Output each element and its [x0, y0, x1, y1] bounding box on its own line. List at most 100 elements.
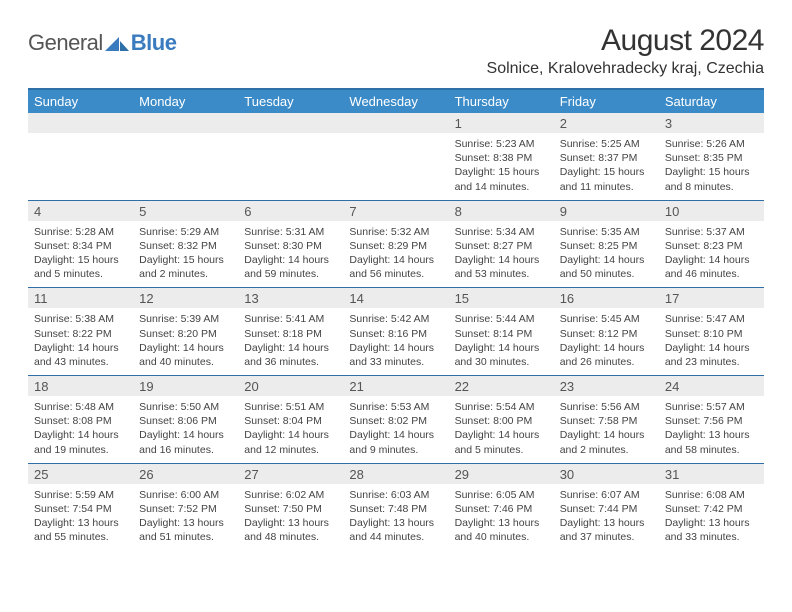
- day-cell: 2Sunrise: 5:25 AMSunset: 8:37 PMDaylight…: [554, 113, 659, 200]
- day-detail-line: and 16 minutes.: [139, 443, 232, 457]
- month-title: August 2024: [487, 24, 764, 58]
- day-details: Sunrise: 5:25 AMSunset: 8:37 PMDaylight:…: [554, 133, 659, 200]
- day-details: Sunrise: 5:59 AMSunset: 7:54 PMDaylight:…: [28, 484, 133, 551]
- day-detail-line: Daylight: 14 hours: [139, 428, 232, 442]
- day-detail-line: and 56 minutes.: [349, 267, 442, 281]
- day-detail-line: Daylight: 13 hours: [665, 516, 758, 530]
- day-cell: 28Sunrise: 6:03 AMSunset: 7:48 PMDayligh…: [343, 463, 448, 550]
- day-detail-line: Sunset: 8:34 PM: [34, 239, 127, 253]
- day-detail-line: Sunrise: 5:37 AM: [665, 225, 758, 239]
- day-detail-line: and 59 minutes.: [244, 267, 337, 281]
- day-details: Sunrise: 5:23 AMSunset: 8:38 PMDaylight:…: [449, 133, 554, 200]
- day-detail-line: Daylight: 14 hours: [349, 428, 442, 442]
- day-details: Sunrise: 5:53 AMSunset: 8:02 PMDaylight:…: [343, 396, 448, 463]
- day-detail-line: Daylight: 13 hours: [665, 428, 758, 442]
- header: General Blue August 2024 Solnice, Kralov…: [28, 24, 764, 78]
- day-detail-line: and 2 minutes.: [560, 443, 653, 457]
- day-cell: 19Sunrise: 5:50 AMSunset: 8:06 PMDayligh…: [133, 376, 238, 464]
- day-detail-line: and 40 minutes.: [455, 530, 548, 544]
- day-detail-line: Sunset: 8:16 PM: [349, 327, 442, 341]
- day-cell: 23Sunrise: 5:56 AMSunset: 7:58 PMDayligh…: [554, 376, 659, 464]
- day-detail-line: and 48 minutes.: [244, 530, 337, 544]
- day-details: Sunrise: 5:38 AMSunset: 8:22 PMDaylight:…: [28, 308, 133, 375]
- day-number: 14: [343, 288, 448, 308]
- day-details: [28, 133, 133, 193]
- day-number: 11: [28, 288, 133, 308]
- day-detail-line: Daylight: 15 hours: [455, 165, 548, 179]
- day-cell: 10Sunrise: 5:37 AMSunset: 8:23 PMDayligh…: [659, 200, 764, 288]
- day-detail-line: Sunset: 8:32 PM: [139, 239, 232, 253]
- day-detail-line: Daylight: 13 hours: [349, 516, 442, 530]
- day-cell: 17Sunrise: 5:47 AMSunset: 8:10 PMDayligh…: [659, 288, 764, 376]
- day-detail-line: Daylight: 14 hours: [560, 253, 653, 267]
- day-details: [343, 133, 448, 193]
- day-detail-line: Sunset: 7:42 PM: [665, 502, 758, 516]
- day-detail-line: Daylight: 14 hours: [34, 428, 127, 442]
- day-detail-line: and 11 minutes.: [560, 180, 653, 194]
- day-detail-line: Daylight: 13 hours: [34, 516, 127, 530]
- day-detail-line: Sunset: 7:56 PM: [665, 414, 758, 428]
- day-details: Sunrise: 5:56 AMSunset: 7:58 PMDaylight:…: [554, 396, 659, 463]
- day-number: 20: [238, 376, 343, 396]
- day-detail-line: Daylight: 14 hours: [244, 253, 337, 267]
- day-cell: 13Sunrise: 5:41 AMSunset: 8:18 PMDayligh…: [238, 288, 343, 376]
- day-cell: 31Sunrise: 6:08 AMSunset: 7:42 PMDayligh…: [659, 463, 764, 550]
- day-detail-line: Sunrise: 5:25 AM: [560, 137, 653, 151]
- day-detail-line: Sunrise: 5:41 AM: [244, 312, 337, 326]
- day-detail-line: Daylight: 15 hours: [560, 165, 653, 179]
- day-detail-line: Sunset: 8:30 PM: [244, 239, 337, 253]
- day-detail-line: Sunset: 8:35 PM: [665, 151, 758, 165]
- day-number: 4: [28, 201, 133, 221]
- day-number: 15: [449, 288, 554, 308]
- day-details: Sunrise: 5:29 AMSunset: 8:32 PMDaylight:…: [133, 221, 238, 288]
- day-number: 23: [554, 376, 659, 396]
- day-cell: [28, 113, 133, 200]
- day-detail-line: Sunset: 8:37 PM: [560, 151, 653, 165]
- day-detail-line: Sunrise: 6:07 AM: [560, 488, 653, 502]
- day-cell: 5Sunrise: 5:29 AMSunset: 8:32 PMDaylight…: [133, 200, 238, 288]
- day-cell: 26Sunrise: 6:00 AMSunset: 7:52 PMDayligh…: [133, 463, 238, 550]
- day-detail-line: Sunset: 8:23 PM: [665, 239, 758, 253]
- day-detail-line: Sunset: 8:04 PM: [244, 414, 337, 428]
- week-row: 25Sunrise: 5:59 AMSunset: 7:54 PMDayligh…: [28, 463, 764, 550]
- day-detail-line: Sunrise: 5:32 AM: [349, 225, 442, 239]
- day-details: Sunrise: 6:07 AMSunset: 7:44 PMDaylight:…: [554, 484, 659, 551]
- day-details: Sunrise: 6:02 AMSunset: 7:50 PMDaylight:…: [238, 484, 343, 551]
- day-details: Sunrise: 5:44 AMSunset: 8:14 PMDaylight:…: [449, 308, 554, 375]
- day-detail-line: and 19 minutes.: [34, 443, 127, 457]
- day-details: Sunrise: 5:28 AMSunset: 8:34 PMDaylight:…: [28, 221, 133, 288]
- week-row: 11Sunrise: 5:38 AMSunset: 8:22 PMDayligh…: [28, 288, 764, 376]
- day-detail-line: Sunset: 8:27 PM: [455, 239, 548, 253]
- day-detail-line: Sunset: 8:22 PM: [34, 327, 127, 341]
- day-details: Sunrise: 5:35 AMSunset: 8:25 PMDaylight:…: [554, 221, 659, 288]
- day-detail-line: Sunset: 8:00 PM: [455, 414, 548, 428]
- day-detail-line: Sunrise: 5:26 AM: [665, 137, 758, 151]
- day-cell: 16Sunrise: 5:45 AMSunset: 8:12 PMDayligh…: [554, 288, 659, 376]
- day-cell: 11Sunrise: 5:38 AMSunset: 8:22 PMDayligh…: [28, 288, 133, 376]
- day-number: 31: [659, 464, 764, 484]
- day-number: 28: [343, 464, 448, 484]
- day-detail-line: Sunrise: 5:51 AM: [244, 400, 337, 414]
- day-detail-line: Sunrise: 5:53 AM: [349, 400, 442, 414]
- day-cell: 14Sunrise: 5:42 AMSunset: 8:16 PMDayligh…: [343, 288, 448, 376]
- day-detail-line: Daylight: 14 hours: [349, 341, 442, 355]
- day-details: Sunrise: 5:57 AMSunset: 7:56 PMDaylight:…: [659, 396, 764, 463]
- day-detail-line: and 37 minutes.: [560, 530, 653, 544]
- day-detail-line: Daylight: 14 hours: [139, 341, 232, 355]
- day-detail-line: Daylight: 13 hours: [455, 516, 548, 530]
- day-of-week-row: Sunday Monday Tuesday Wednesday Thursday…: [28, 90, 764, 113]
- day-detail-line: and 23 minutes.: [665, 355, 758, 369]
- day-cell: 18Sunrise: 5:48 AMSunset: 8:08 PMDayligh…: [28, 376, 133, 464]
- day-detail-line: Sunset: 8:06 PM: [139, 414, 232, 428]
- week-row: 4Sunrise: 5:28 AMSunset: 8:34 PMDaylight…: [28, 200, 764, 288]
- day-detail-line: Sunrise: 5:35 AM: [560, 225, 653, 239]
- day-cell: 22Sunrise: 5:54 AMSunset: 8:00 PMDayligh…: [449, 376, 554, 464]
- day-detail-line: Sunset: 8:10 PM: [665, 327, 758, 341]
- day-number: 30: [554, 464, 659, 484]
- day-number: [238, 113, 343, 133]
- day-number: 26: [133, 464, 238, 484]
- day-detail-line: Sunset: 7:50 PM: [244, 502, 337, 516]
- day-cell: 24Sunrise: 5:57 AMSunset: 7:56 PMDayligh…: [659, 376, 764, 464]
- day-cell: 4Sunrise: 5:28 AMSunset: 8:34 PMDaylight…: [28, 200, 133, 288]
- day-number: 8: [449, 201, 554, 221]
